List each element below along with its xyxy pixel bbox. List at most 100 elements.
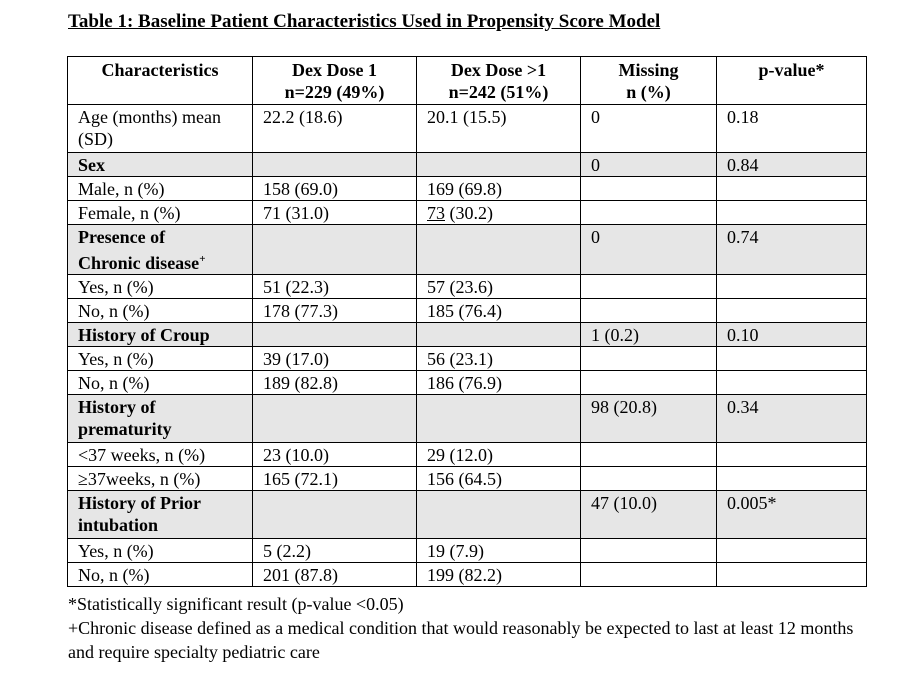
cell-dose1: 189 (82.8) xyxy=(252,370,417,395)
cell-dose2 xyxy=(416,152,581,177)
cell-missing: 0 xyxy=(580,224,717,275)
cell-dose2: 199 (82.2) xyxy=(416,562,581,587)
cell-dose1: 201 (87.8) xyxy=(252,562,417,587)
cell-missing xyxy=(580,538,717,563)
table-row: ≥37weeks, n (%) 165 (72.1) 156 (64.5) xyxy=(67,466,867,491)
row-label: Age (months) mean (SD) xyxy=(67,104,253,153)
header-pvalue: p-value* xyxy=(716,56,867,105)
cell-pvalue xyxy=(716,346,867,371)
cell-dose1 xyxy=(252,224,417,275)
table-section-row: History of Prior intubation 47 (10.0) 0.… xyxy=(67,490,867,539)
row-label: No, n (%) xyxy=(67,298,253,323)
cell-pvalue xyxy=(716,442,867,467)
cell-pvalue: 0.005* xyxy=(716,490,867,539)
cell-pvalue xyxy=(716,274,867,299)
cell-dose2: 29 (12.0) xyxy=(416,442,581,467)
cell-dose1 xyxy=(252,490,417,539)
cell-pvalue: 0.18 xyxy=(716,104,867,153)
cell-pvalue: 0.34 xyxy=(716,394,867,443)
cell-dose1 xyxy=(252,394,417,443)
cell-dose1: 51 (22.3) xyxy=(252,274,417,299)
header-dose1: Dex Dose 1 n=229 (49%) xyxy=(252,56,417,105)
cell-missing xyxy=(580,298,717,323)
cell-dose2: 56 (23.1) xyxy=(416,346,581,371)
cell-dose1 xyxy=(252,152,417,177)
table-row: No, n (%) 178 (77.3) 185 (76.4) xyxy=(67,298,867,323)
row-label: Yes, n (%) xyxy=(67,346,253,371)
row-label: History of Prior intubation xyxy=(67,490,253,539)
row-label: ≥37weeks, n (%) xyxy=(67,466,253,491)
cell-dose1: 22.2 (18.6) xyxy=(252,104,417,153)
cell-pvalue: 0.84 xyxy=(716,152,867,177)
footnote-chronic-disease: +Chronic disease defined as a medical co… xyxy=(68,618,854,662)
footnote-significance: *Statistically significant result (p-val… xyxy=(68,594,404,614)
table-row: No, n (%) 189 (82.8) 186 (76.9) xyxy=(67,370,867,395)
cell-missing xyxy=(580,562,717,587)
table-row: No, n (%) 201 (87.8) 199 (82.2) xyxy=(67,562,867,587)
row-label: No, n (%) xyxy=(67,562,253,587)
row-label: History of prematurity xyxy=(67,394,253,443)
cell-dose2 xyxy=(416,490,581,539)
cell-missing xyxy=(580,370,717,395)
cell-dose1: 39 (17.0) xyxy=(252,346,417,371)
table-header-row: Characteristics Dex Dose 1 n=229 (49%) De… xyxy=(67,56,867,105)
table-row: Age (months) mean (SD) 22.2 (18.6) 20.1 … xyxy=(67,104,867,153)
cell-missing: 98 (20.8) xyxy=(580,394,717,443)
row-label: Sex xyxy=(67,152,253,177)
cell-pvalue xyxy=(716,200,867,225)
footnotes: *Statistically significant result (p-val… xyxy=(68,592,868,664)
cell-missing xyxy=(580,274,717,299)
cell-pvalue xyxy=(716,298,867,323)
cell-dose2: 73 (30.2) xyxy=(416,200,581,225)
cell-pvalue xyxy=(716,370,867,395)
cell-dose1: 158 (69.0) xyxy=(252,176,417,201)
footnote-marker: + xyxy=(199,253,206,265)
cell-dose2: 19 (7.9) xyxy=(416,538,581,563)
cell-dose2 xyxy=(416,322,581,347)
row-label: <37 weeks, n (%) xyxy=(67,442,253,467)
table-section-row: History of prematurity 98 (20.8) 0.34 xyxy=(67,394,867,443)
cell-dose1: 165 (72.1) xyxy=(252,466,417,491)
row-label: No, n (%) xyxy=(67,370,253,395)
cell-dose1: 71 (31.0) xyxy=(252,200,417,225)
cell-missing xyxy=(580,466,717,491)
row-label: Male, n (%) xyxy=(67,176,253,201)
cell-dose2: 169 (69.8) xyxy=(416,176,581,201)
table-row: Yes, n (%) 5 (2.2) 19 (7.9) xyxy=(67,538,867,563)
table-row: Male, n (%) 158 (69.0) 169 (69.8) xyxy=(67,176,867,201)
cell-pvalue xyxy=(716,562,867,587)
cell-missing: 0 xyxy=(580,152,717,177)
cell-dose1 xyxy=(252,322,417,347)
table-title: Table 1: Baseline Patient Characteristic… xyxy=(68,11,661,32)
row-label: History of Croup xyxy=(67,322,253,347)
cell-pvalue xyxy=(716,176,867,201)
cell-missing: 0 xyxy=(580,104,717,153)
cell-dose2: 156 (64.5) xyxy=(416,466,581,491)
cell-dose1: 178 (77.3) xyxy=(252,298,417,323)
cell-pvalue xyxy=(716,466,867,491)
cell-missing xyxy=(580,176,717,201)
table-row: <37 weeks, n (%) 23 (10.0) 29 (12.0) xyxy=(67,442,867,467)
table-section-row: Presence of Chronic disease+ 0 0.74 xyxy=(67,224,867,275)
cell-pvalue xyxy=(716,538,867,563)
table-row: Yes, n (%) 39 (17.0) 56 (23.1) xyxy=(67,346,867,371)
underlined-count: 73 xyxy=(427,203,445,223)
cell-dose1: 23 (10.0) xyxy=(252,442,417,467)
cell-dose1: 5 (2.2) xyxy=(252,538,417,563)
characteristics-table: Characteristics Dex Dose 1 n=229 (49%) De… xyxy=(67,56,867,587)
cell-dose2: 185 (76.4) xyxy=(416,298,581,323)
row-label: Yes, n (%) xyxy=(67,274,253,299)
table-row: Female, n (%) 71 (31.0) 73 (30.2) xyxy=(67,200,867,225)
cell-dose2: 20.1 (15.5) xyxy=(416,104,581,153)
cell-missing: 47 (10.0) xyxy=(580,490,717,539)
header-dose2: Dex Dose >1 n=242 (51%) xyxy=(416,56,581,105)
cell-missing: 1 (0.2) xyxy=(580,322,717,347)
percent-text: (30.2) xyxy=(445,203,494,223)
header-characteristics: Characteristics xyxy=(67,56,253,105)
cell-dose2 xyxy=(416,394,581,443)
table-section-row: History of Croup 1 (0.2) 0.10 xyxy=(67,322,867,347)
table-section-row: Sex 0 0.84 xyxy=(67,152,867,177)
table-row: Yes, n (%) 51 (22.3) 57 (23.6) xyxy=(67,274,867,299)
cell-missing xyxy=(580,442,717,467)
